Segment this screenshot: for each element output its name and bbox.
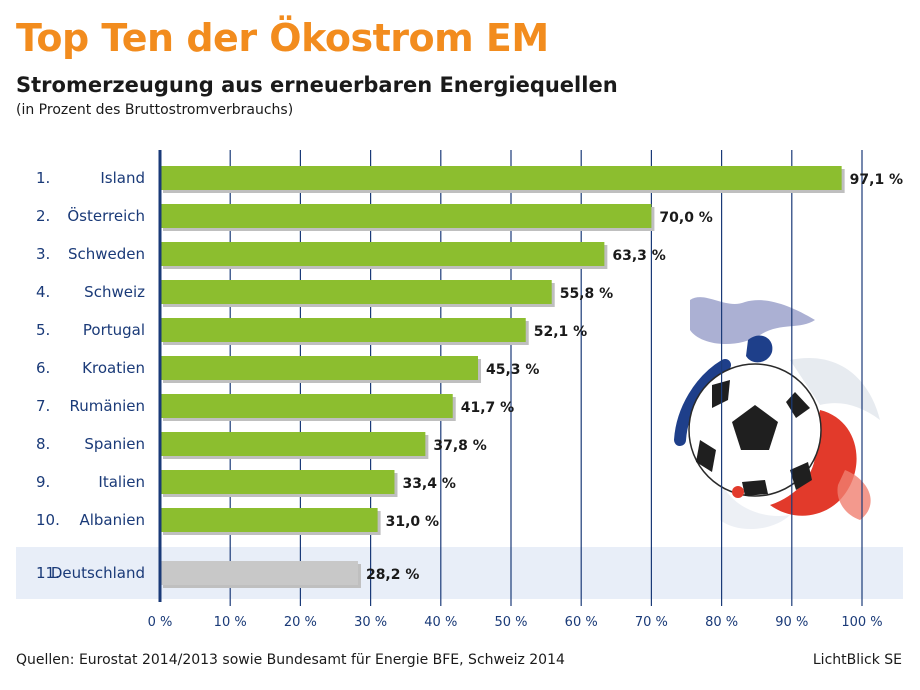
rank-label: 2. <box>36 207 50 225</box>
unit-note: (in Prozent des Bruttostromverbrauchs) <box>16 102 294 118</box>
x-tick-label: 60 % <box>565 615 598 630</box>
x-tick-label: 90 % <box>775 615 808 630</box>
bar <box>160 561 358 585</box>
rank-label: 8. <box>36 435 50 453</box>
category-label: Island <box>100 169 145 187</box>
data-label: 55,8 % <box>560 286 613 302</box>
page-title: Top Ten der Ökostrom EM <box>16 16 549 60</box>
category-label: Kroatien <box>82 359 145 377</box>
category-label: Deutschland <box>51 564 145 582</box>
category-label: Spanien <box>84 435 145 453</box>
data-label: 28,2 % <box>366 567 419 583</box>
bar <box>160 356 479 380</box>
rank-label: 5. <box>36 321 50 339</box>
highlight-band <box>16 547 903 599</box>
rank-label: 1. <box>36 169 50 187</box>
category-label: Portugal <box>83 321 145 339</box>
bar <box>160 204 652 228</box>
bar <box>160 508 378 532</box>
bar <box>160 242 605 266</box>
data-label: 31,0 % <box>386 514 439 530</box>
rank-label: 3. <box>36 245 50 263</box>
data-label: 41,7 % <box>461 400 514 416</box>
data-label: 97,1 % <box>850 172 903 188</box>
bar <box>160 166 842 190</box>
data-label: 52,1 % <box>534 324 587 340</box>
x-tick-label: 10 % <box>214 615 247 630</box>
rank-label: 11. <box>36 564 60 582</box>
x-tick-label: 50 % <box>494 615 527 630</box>
data-label: 70,0 % <box>659 210 712 226</box>
page-subtitle: Stromerzeugung aus erneuerbaren Energieq… <box>16 73 618 97</box>
data-label: 33,4 % <box>402 476 455 492</box>
data-label: 63,3 % <box>612 248 665 264</box>
rank-label: 6. <box>36 359 50 377</box>
data-label: 37,8 % <box>433 438 486 454</box>
rank-label: 10. <box>36 511 60 529</box>
x-tick-label: 80 % <box>705 615 738 630</box>
category-label: Schweiz <box>84 283 145 301</box>
label-layer: 1. Island 97,1 % 2. Österreich 70,0 % 3. Schwed… <box>36 169 903 583</box>
soccer-ball-illustration <box>674 297 880 530</box>
rank-label: 9. <box>36 473 50 491</box>
data-label: 45,3 % <box>486 362 539 378</box>
category-label: Italien <box>98 473 145 491</box>
bar <box>160 432 426 456</box>
x-tick-label: 40 % <box>424 615 457 630</box>
bar <box>160 470 395 494</box>
x-tick-label: 20 % <box>284 615 317 630</box>
bar-layer <box>160 166 845 588</box>
category-label: Rumänien <box>70 397 145 415</box>
bar <box>160 318 526 342</box>
x-tick-label: 100 % <box>841 615 882 630</box>
category-label: Österreich <box>67 206 145 225</box>
x-tick-label: 70 % <box>635 615 668 630</box>
source-note: Quellen: Eurostat 2014/2013 sowie Bundes… <box>16 652 565 668</box>
bar <box>160 394 453 418</box>
tick-layer: 0 % 10 % 20 % 30 % 40 % 50 % 60 % 70 % 80 % 90 % 1… <box>148 150 883 630</box>
x-tick-label: 0 % <box>148 615 173 630</box>
category-label: Schweden <box>68 245 145 263</box>
category-label: Albanien <box>79 511 145 529</box>
bar <box>160 280 552 304</box>
credit-note: LichtBlick SE <box>812 652 902 668</box>
rank-label: 4. <box>36 283 50 301</box>
rank-label: 7. <box>36 397 50 415</box>
x-tick-label: 30 % <box>354 615 387 630</box>
